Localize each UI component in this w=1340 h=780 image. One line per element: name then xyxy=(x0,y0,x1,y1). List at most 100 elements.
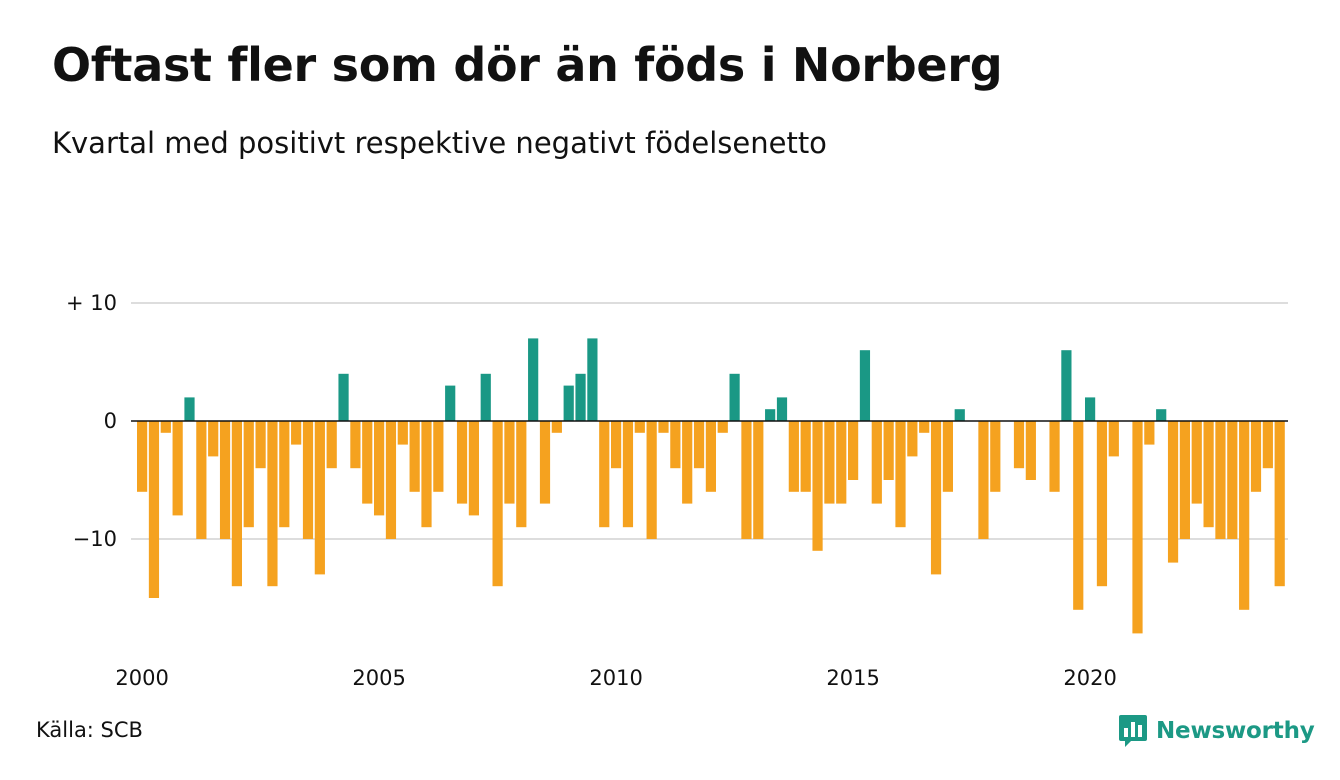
bar-negative xyxy=(196,421,207,539)
bar-negative xyxy=(670,421,681,469)
bar-negative xyxy=(1049,421,1060,492)
bar-positive xyxy=(776,397,788,421)
bar-negative xyxy=(1132,421,1143,634)
bar-positive xyxy=(563,385,574,421)
x-axis-ticks: 2000 2005 2010 2015 2020 xyxy=(115,666,1116,690)
bar-negative xyxy=(160,421,171,433)
bar-positive xyxy=(729,373,740,421)
bar-positive xyxy=(445,385,456,421)
bar-positive xyxy=(765,409,776,421)
bar-negative xyxy=(551,421,562,433)
bar-positive xyxy=(480,373,491,421)
bar-negative xyxy=(516,421,527,528)
bar-negative xyxy=(788,421,799,492)
bar-negative xyxy=(919,421,930,433)
bars xyxy=(137,338,1285,634)
bar-negative xyxy=(930,421,942,575)
bar-negative xyxy=(362,421,373,504)
bar-negative xyxy=(409,421,420,492)
bar-negative xyxy=(1262,421,1273,469)
bar-negative xyxy=(1215,421,1226,539)
bar-negative xyxy=(397,421,408,445)
bar-negative xyxy=(243,421,254,528)
bar-positive xyxy=(859,350,871,421)
bar-negative xyxy=(468,421,479,516)
bar-positive xyxy=(528,338,539,421)
chart-title: Oftast fler som dör än föds i Norberg xyxy=(52,38,1003,92)
bar-negative xyxy=(350,421,361,469)
bar-negative xyxy=(1025,421,1036,480)
bar-negative xyxy=(1096,421,1108,587)
bar-negative xyxy=(753,421,764,539)
bar-positive xyxy=(954,409,965,421)
x-tick-label: 2015 xyxy=(826,666,879,690)
bar-negative xyxy=(1108,421,1119,457)
bar-positive xyxy=(575,373,586,421)
bar-negative xyxy=(599,421,610,528)
bar-negative xyxy=(1250,421,1262,492)
bar-negative xyxy=(622,421,634,528)
bar-negative xyxy=(978,421,989,539)
bar-negative xyxy=(208,421,219,457)
bar-negative xyxy=(314,421,325,575)
bar-negative xyxy=(421,421,432,528)
bar-negative xyxy=(255,421,266,469)
chart-subtitle: Kvartal med positivt respektive negativt… xyxy=(52,126,827,160)
bar-negative xyxy=(137,421,148,492)
bar-negative xyxy=(895,421,906,528)
bar-negative xyxy=(942,421,953,492)
bar-negative xyxy=(741,421,752,539)
bar-negative xyxy=(705,421,716,492)
bar-negative xyxy=(611,421,622,469)
bar-negative xyxy=(1144,421,1155,445)
bar-negative xyxy=(433,421,444,492)
bar-negative xyxy=(219,421,231,539)
bar-positive xyxy=(1085,397,1096,421)
y-tick-label: −10 xyxy=(73,527,117,551)
x-tick-label: 2010 xyxy=(589,666,642,690)
bar-negative xyxy=(326,421,337,469)
bar-negative xyxy=(1073,421,1084,610)
bar-positive xyxy=(338,373,349,421)
bar-negative xyxy=(374,421,385,516)
bar-negative xyxy=(717,421,728,433)
bar-negative xyxy=(172,421,183,516)
newsworthy-logo: Newsworthy xyxy=(1118,714,1315,748)
bar-negative xyxy=(539,421,551,504)
bar-negative xyxy=(824,421,835,504)
bar-negative xyxy=(1167,421,1179,563)
source-note: Källa: SCB xyxy=(36,718,143,742)
bar-negative xyxy=(634,421,645,433)
bar-negative xyxy=(682,421,693,504)
bar-negative xyxy=(990,421,1001,492)
bar-negative xyxy=(492,421,503,587)
bar-chart-bubble-icon xyxy=(1119,715,1147,747)
bar-negative xyxy=(871,421,882,504)
bar-negative xyxy=(836,421,847,504)
bar-negative xyxy=(231,421,242,587)
bar-negative xyxy=(267,421,278,587)
bar-negative xyxy=(658,421,669,433)
bar-negative xyxy=(693,421,705,469)
bar-negative xyxy=(1274,421,1285,587)
bar-negative xyxy=(1203,421,1214,528)
bar-negative xyxy=(883,421,894,480)
x-tick-label: 2005 xyxy=(352,666,405,690)
bar-negative xyxy=(279,421,290,528)
bar-positive xyxy=(1061,350,1072,421)
brand-name: Newsworthy xyxy=(1156,718,1315,744)
bar-negative xyxy=(800,421,811,492)
bar-negative xyxy=(385,421,397,539)
bar-positive xyxy=(1156,409,1167,421)
bar-negative xyxy=(504,421,515,504)
y-tick-label: + 10 xyxy=(66,291,117,315)
y-tick-label: 0 xyxy=(104,409,117,433)
bar-negative xyxy=(302,421,314,539)
bar-positive xyxy=(587,338,598,421)
bar-negative xyxy=(456,421,468,504)
x-tick-label: 2000 xyxy=(115,666,168,690)
bar-negative xyxy=(1239,421,1250,610)
bar-positive xyxy=(184,397,195,421)
bar-negative xyxy=(812,421,823,551)
